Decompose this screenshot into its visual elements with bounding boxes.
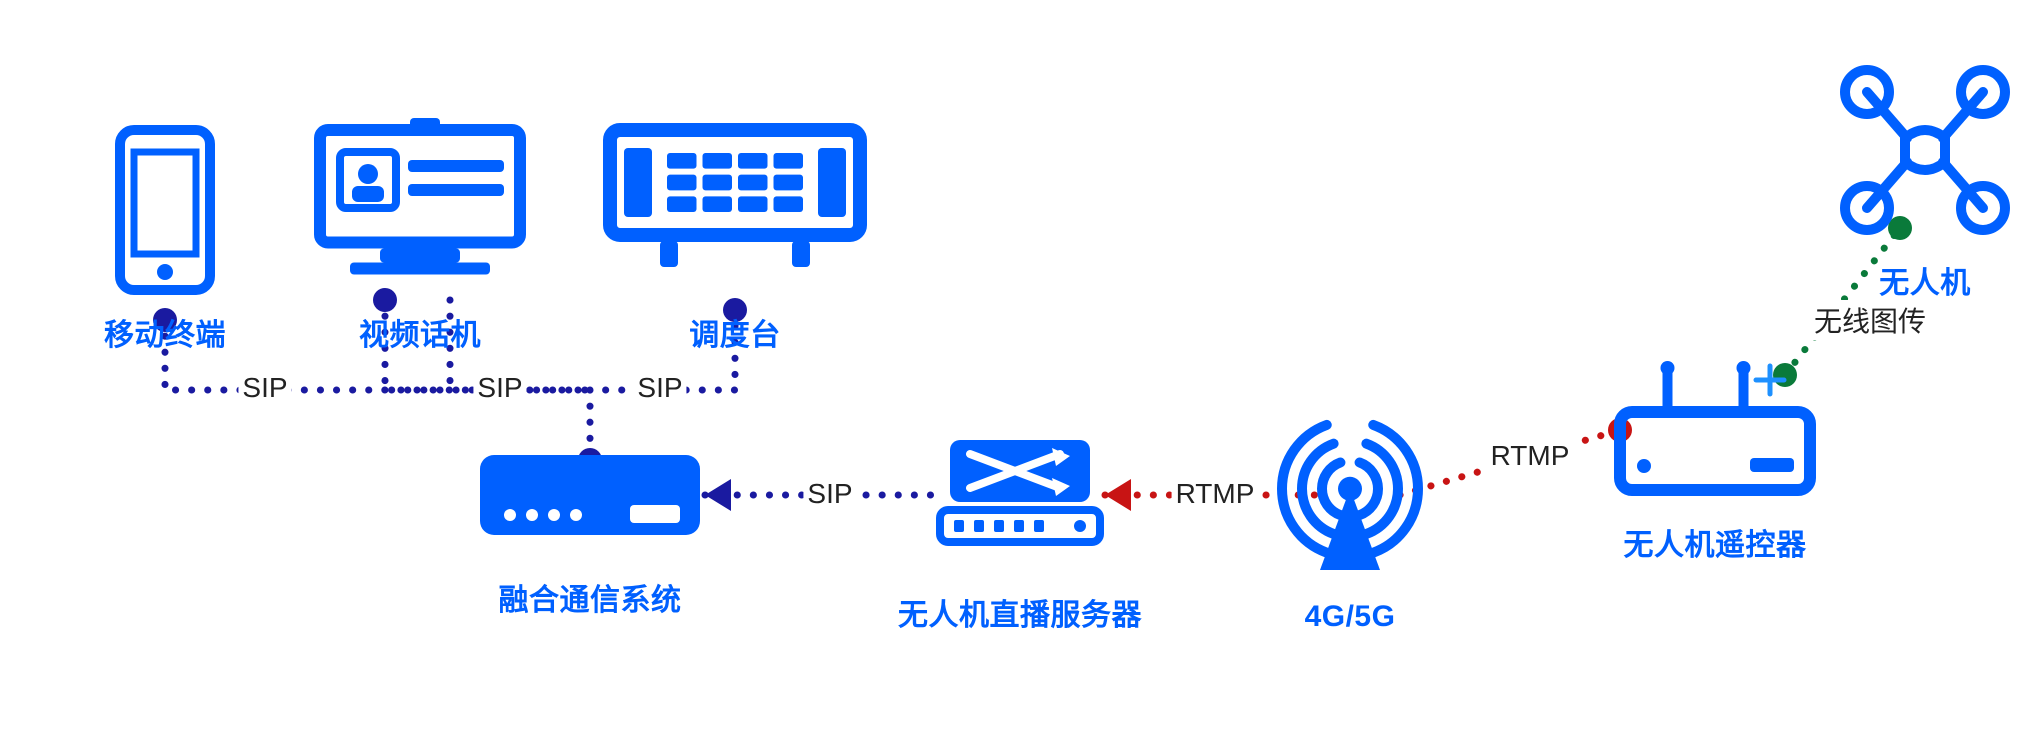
edge-label-ucs-liveserver: SIP bbox=[803, 478, 856, 510]
ucs-label: 融合通信系统 bbox=[499, 575, 682, 619]
mobile-label: 移动终端 bbox=[104, 310, 226, 354]
edge-label-console-sip: SIP bbox=[633, 372, 686, 404]
console-label: 调度台 bbox=[689, 310, 781, 354]
edge-label-cell-controller: RTMP bbox=[1487, 440, 1574, 472]
connections-layer bbox=[0, 0, 2026, 746]
edge-label-videophone-sip: SIP bbox=[473, 372, 526, 404]
controller-label: 无人机遥控器 bbox=[1624, 520, 1807, 564]
liveserver-label: 无人机直播服务器 bbox=[898, 590, 1142, 634]
edge-label-ctrl-drone: 无线图传 bbox=[1810, 300, 1930, 340]
drone-label: 无人机 bbox=[1879, 258, 1971, 302]
cellular-label: 4G/5G bbox=[1305, 600, 1396, 634]
icons-layer bbox=[0, 0, 2026, 746]
videophone-label: 视频话机 bbox=[359, 310, 481, 354]
edge-label-mobile-sip: SIP bbox=[238, 372, 291, 404]
edge-label-live-cellular: RTMP bbox=[1172, 478, 1259, 510]
